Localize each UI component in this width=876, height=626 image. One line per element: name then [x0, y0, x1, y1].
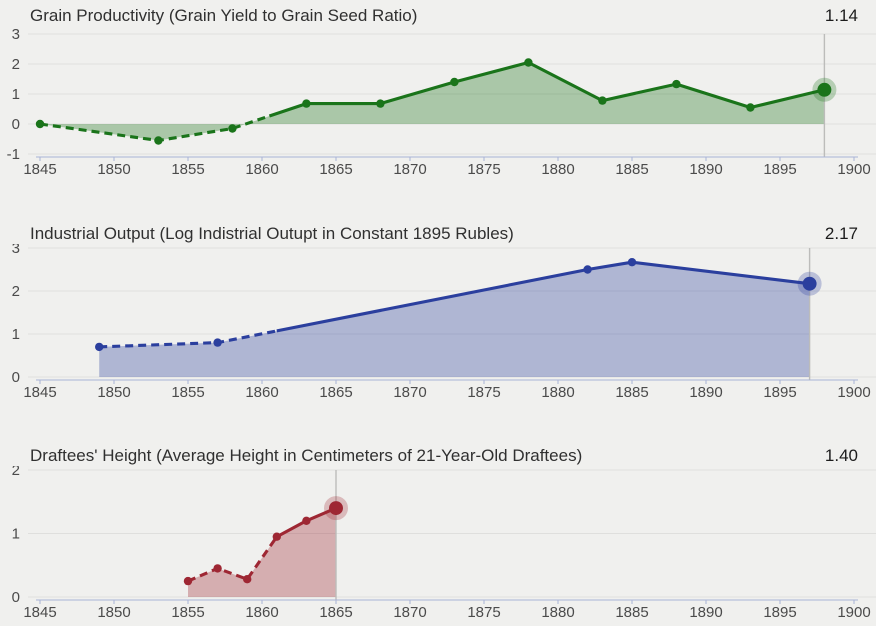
svg-text:1865: 1865: [319, 604, 352, 621]
svg-text:0: 0: [12, 369, 20, 386]
svg-text:1890: 1890: [689, 384, 722, 401]
svg-text:2: 2: [12, 283, 20, 300]
svg-text:1860: 1860: [245, 161, 278, 178]
svg-text:1850: 1850: [97, 384, 130, 401]
svg-text:1: 1: [12, 326, 20, 343]
svg-text:1880: 1880: [541, 604, 574, 621]
svg-text:1845: 1845: [23, 604, 56, 621]
svg-text:2: 2: [12, 56, 20, 73]
chart-title: Industrial Output (Log Indistrial Outupt…: [30, 224, 514, 243]
chart-title: Draftees' Height (Average Height in Cent…: [30, 446, 583, 465]
svg-text:1860: 1860: [245, 604, 278, 621]
svg-text:1885: 1885: [615, 161, 648, 178]
svg-text:1890: 1890: [689, 161, 722, 178]
svg-text:1895: 1895: [763, 604, 796, 621]
svg-text:1900: 1900: [837, 604, 870, 621]
current-value-label: 2.17: [824, 224, 858, 243]
svg-text:1870: 1870: [393, 161, 426, 178]
svg-text:1845: 1845: [23, 161, 56, 178]
chart-header: Draftees' Height (Average Height in Cent…: [0, 440, 876, 466]
svg-text:0: 0: [12, 589, 20, 606]
svg-text:1850: 1850: [97, 604, 130, 621]
svg-text:1895: 1895: [763, 161, 796, 178]
svg-text:2: 2: [12, 466, 20, 479]
svg-text:1875: 1875: [467, 161, 500, 178]
svg-text:1845: 1845: [23, 384, 56, 401]
chart-title: Grain Productivity (Grain Yield to Grain…: [30, 6, 418, 25]
svg-text:1865: 1865: [319, 161, 352, 178]
svg-text:1: 1: [12, 86, 20, 103]
chart-header: Industrial Output (Log Indistrial Outupt…: [0, 218, 876, 244]
svg-text:1870: 1870: [393, 604, 426, 621]
svg-text:1870: 1870: [393, 384, 426, 401]
current-value-label: 1.40: [824, 446, 858, 465]
svg-text:1: 1: [12, 526, 20, 543]
svg-text:1890: 1890: [689, 604, 722, 621]
current-value-label: 1.14: [824, 6, 858, 25]
svg-text:1875: 1875: [467, 604, 500, 621]
svg-text:1860: 1860: [245, 384, 278, 401]
grain-productivity-chart: Grain Productivity (Grain Yield to Grain…: [0, 0, 876, 194]
svg-text:1885: 1885: [615, 604, 648, 621]
svg-text:1880: 1880: [541, 161, 574, 178]
svg-text:1900: 1900: [837, 384, 870, 401]
svg-text:-1: -1: [7, 146, 20, 163]
svg-text:1855: 1855: [171, 161, 204, 178]
svg-text:1875: 1875: [467, 384, 500, 401]
industrial-output-chart: Industrial Output (Log Indistrial Outupt…: [0, 218, 876, 414]
draftees-height-chart: Draftees' Height (Average Height in Cent…: [0, 440, 876, 626]
svg-text:1885: 1885: [615, 384, 648, 401]
svg-text:1855: 1855: [171, 384, 204, 401]
svg-text:1850: 1850: [97, 161, 130, 178]
svg-text:1895: 1895: [763, 384, 796, 401]
svg-text:1900: 1900: [837, 161, 870, 178]
svg-text:1855: 1855: [171, 604, 204, 621]
svg-text:1880: 1880: [541, 384, 574, 401]
svg-text:3: 3: [12, 26, 20, 43]
svg-text:0: 0: [12, 116, 20, 133]
svg-text:1865: 1865: [319, 384, 352, 401]
svg-text:3: 3: [12, 244, 20, 257]
chart-header: Grain Productivity (Grain Yield to Grain…: [0, 0, 876, 26]
